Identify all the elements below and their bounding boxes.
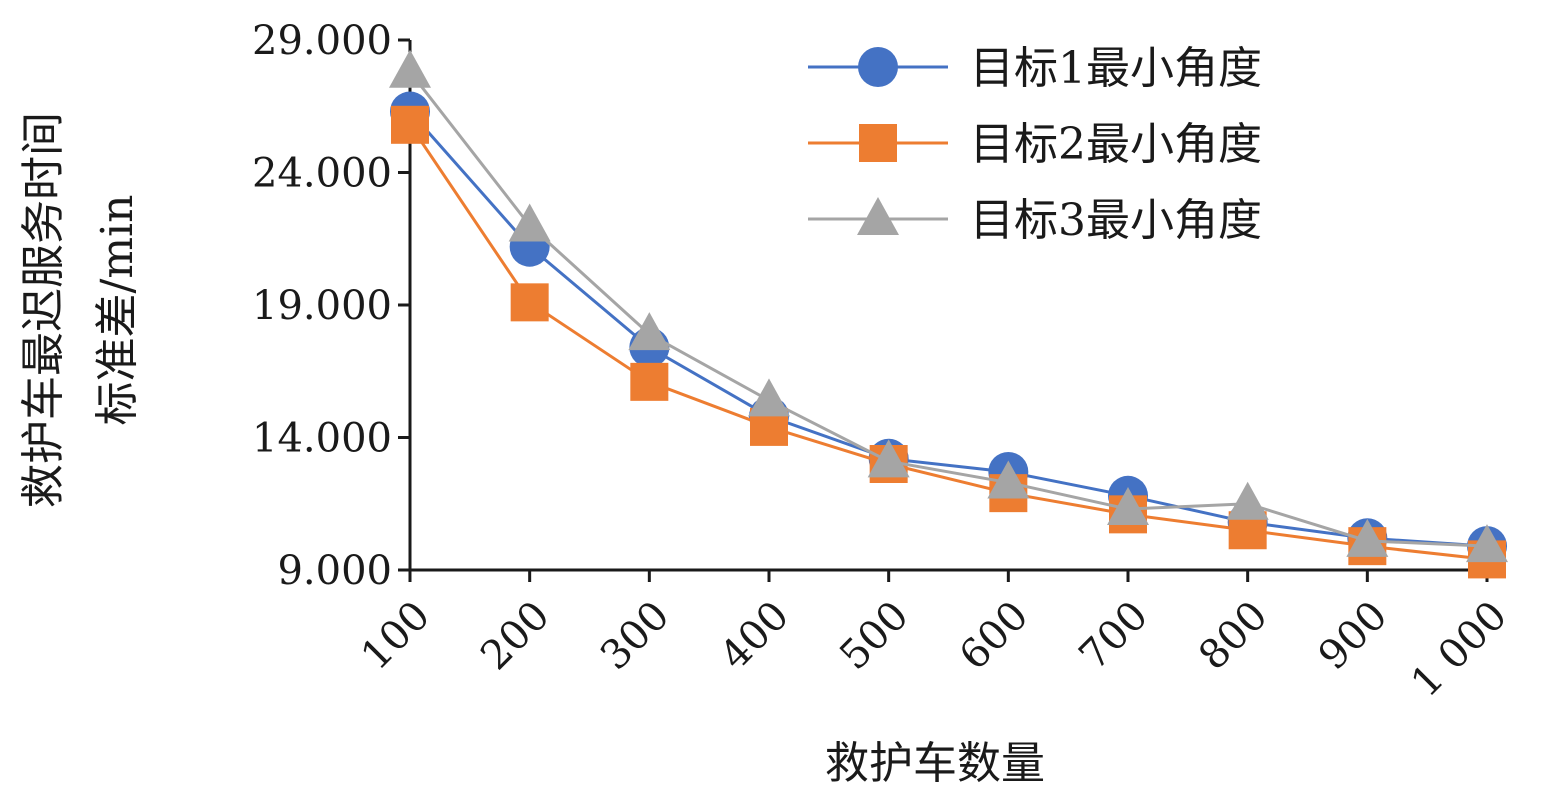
x-ticks: 100 200 300 400 500 600 700 800 900 1 000 bbox=[353, 570, 1517, 707]
y-tick-label: 19.000 bbox=[252, 283, 392, 329]
series-3-point bbox=[867, 439, 910, 478]
legend-item-3: 目标3最小角度 bbox=[808, 195, 1262, 246]
series-2-point bbox=[391, 105, 429, 144]
series-3-point bbox=[389, 49, 431, 88]
x-tick-label: 800 bbox=[1190, 593, 1277, 680]
y-ticks: 9.000 14.000 19.000 24.000 29.000 bbox=[252, 18, 410, 594]
x-tick-label: 600 bbox=[951, 593, 1038, 680]
series-3-point bbox=[628, 312, 671, 351]
x-tick-label: 900 bbox=[1310, 593, 1397, 680]
y-axis-title-line2: 标准差/min bbox=[92, 195, 143, 426]
x-tick-label: 300 bbox=[592, 593, 679, 680]
legend-label: 目标1最小角度 bbox=[970, 43, 1262, 94]
series-2-point bbox=[510, 283, 549, 322]
legend-label: 目标3最小角度 bbox=[970, 195, 1262, 246]
series-3 bbox=[389, 49, 1508, 563]
x-tick-label: 700 bbox=[1071, 593, 1158, 680]
y-axis-title-line1: 救护车最迟服务时间 bbox=[18, 112, 69, 508]
legend-swatch-marker bbox=[857, 197, 899, 235]
legend-item-1: 目标1最小角度 bbox=[808, 43, 1262, 94]
series-1 bbox=[390, 91, 1507, 567]
x-tick-label: 100 bbox=[353, 593, 440, 680]
legend-label: 目标2最小角度 bbox=[970, 119, 1262, 170]
axes bbox=[408, 40, 1495, 572]
x-axis-title: 救护车数量 bbox=[825, 738, 1045, 789]
series-3-point bbox=[1466, 524, 1508, 563]
series-2 bbox=[391, 105, 1506, 579]
x-tick-label: 500 bbox=[831, 593, 918, 680]
series-layer bbox=[389, 49, 1508, 579]
series-2-point bbox=[630, 362, 669, 401]
series-3-point bbox=[508, 203, 551, 242]
y-tick-label: 24.000 bbox=[252, 151, 392, 197]
series-3-point bbox=[1346, 518, 1389, 557]
series-2-line bbox=[408, 123, 1488, 561]
x-tick-label: 400 bbox=[712, 593, 799, 680]
series-3-point bbox=[1226, 481, 1269, 520]
x-tick-label: 200 bbox=[472, 593, 559, 680]
legend-item-2: 目标2最小角度 bbox=[808, 119, 1262, 170]
y-tick-label: 14.000 bbox=[252, 416, 392, 462]
series-3-point bbox=[1107, 487, 1149, 526]
y-tick-label: 9.000 bbox=[277, 548, 392, 594]
series-3-point bbox=[748, 378, 790, 417]
y-tick-label: 29.000 bbox=[252, 18, 392, 64]
legend-swatch-marker bbox=[858, 47, 898, 87]
y-axis-title: 救护车最迟服务时间 标准差/min bbox=[18, 112, 143, 508]
x-tick-label: 1 000 bbox=[1403, 593, 1517, 707]
legend-swatch-marker bbox=[859, 124, 897, 162]
series-3-line bbox=[408, 70, 1488, 548]
series-1-line bbox=[408, 110, 1488, 548]
series-3-point bbox=[987, 460, 1030, 499]
